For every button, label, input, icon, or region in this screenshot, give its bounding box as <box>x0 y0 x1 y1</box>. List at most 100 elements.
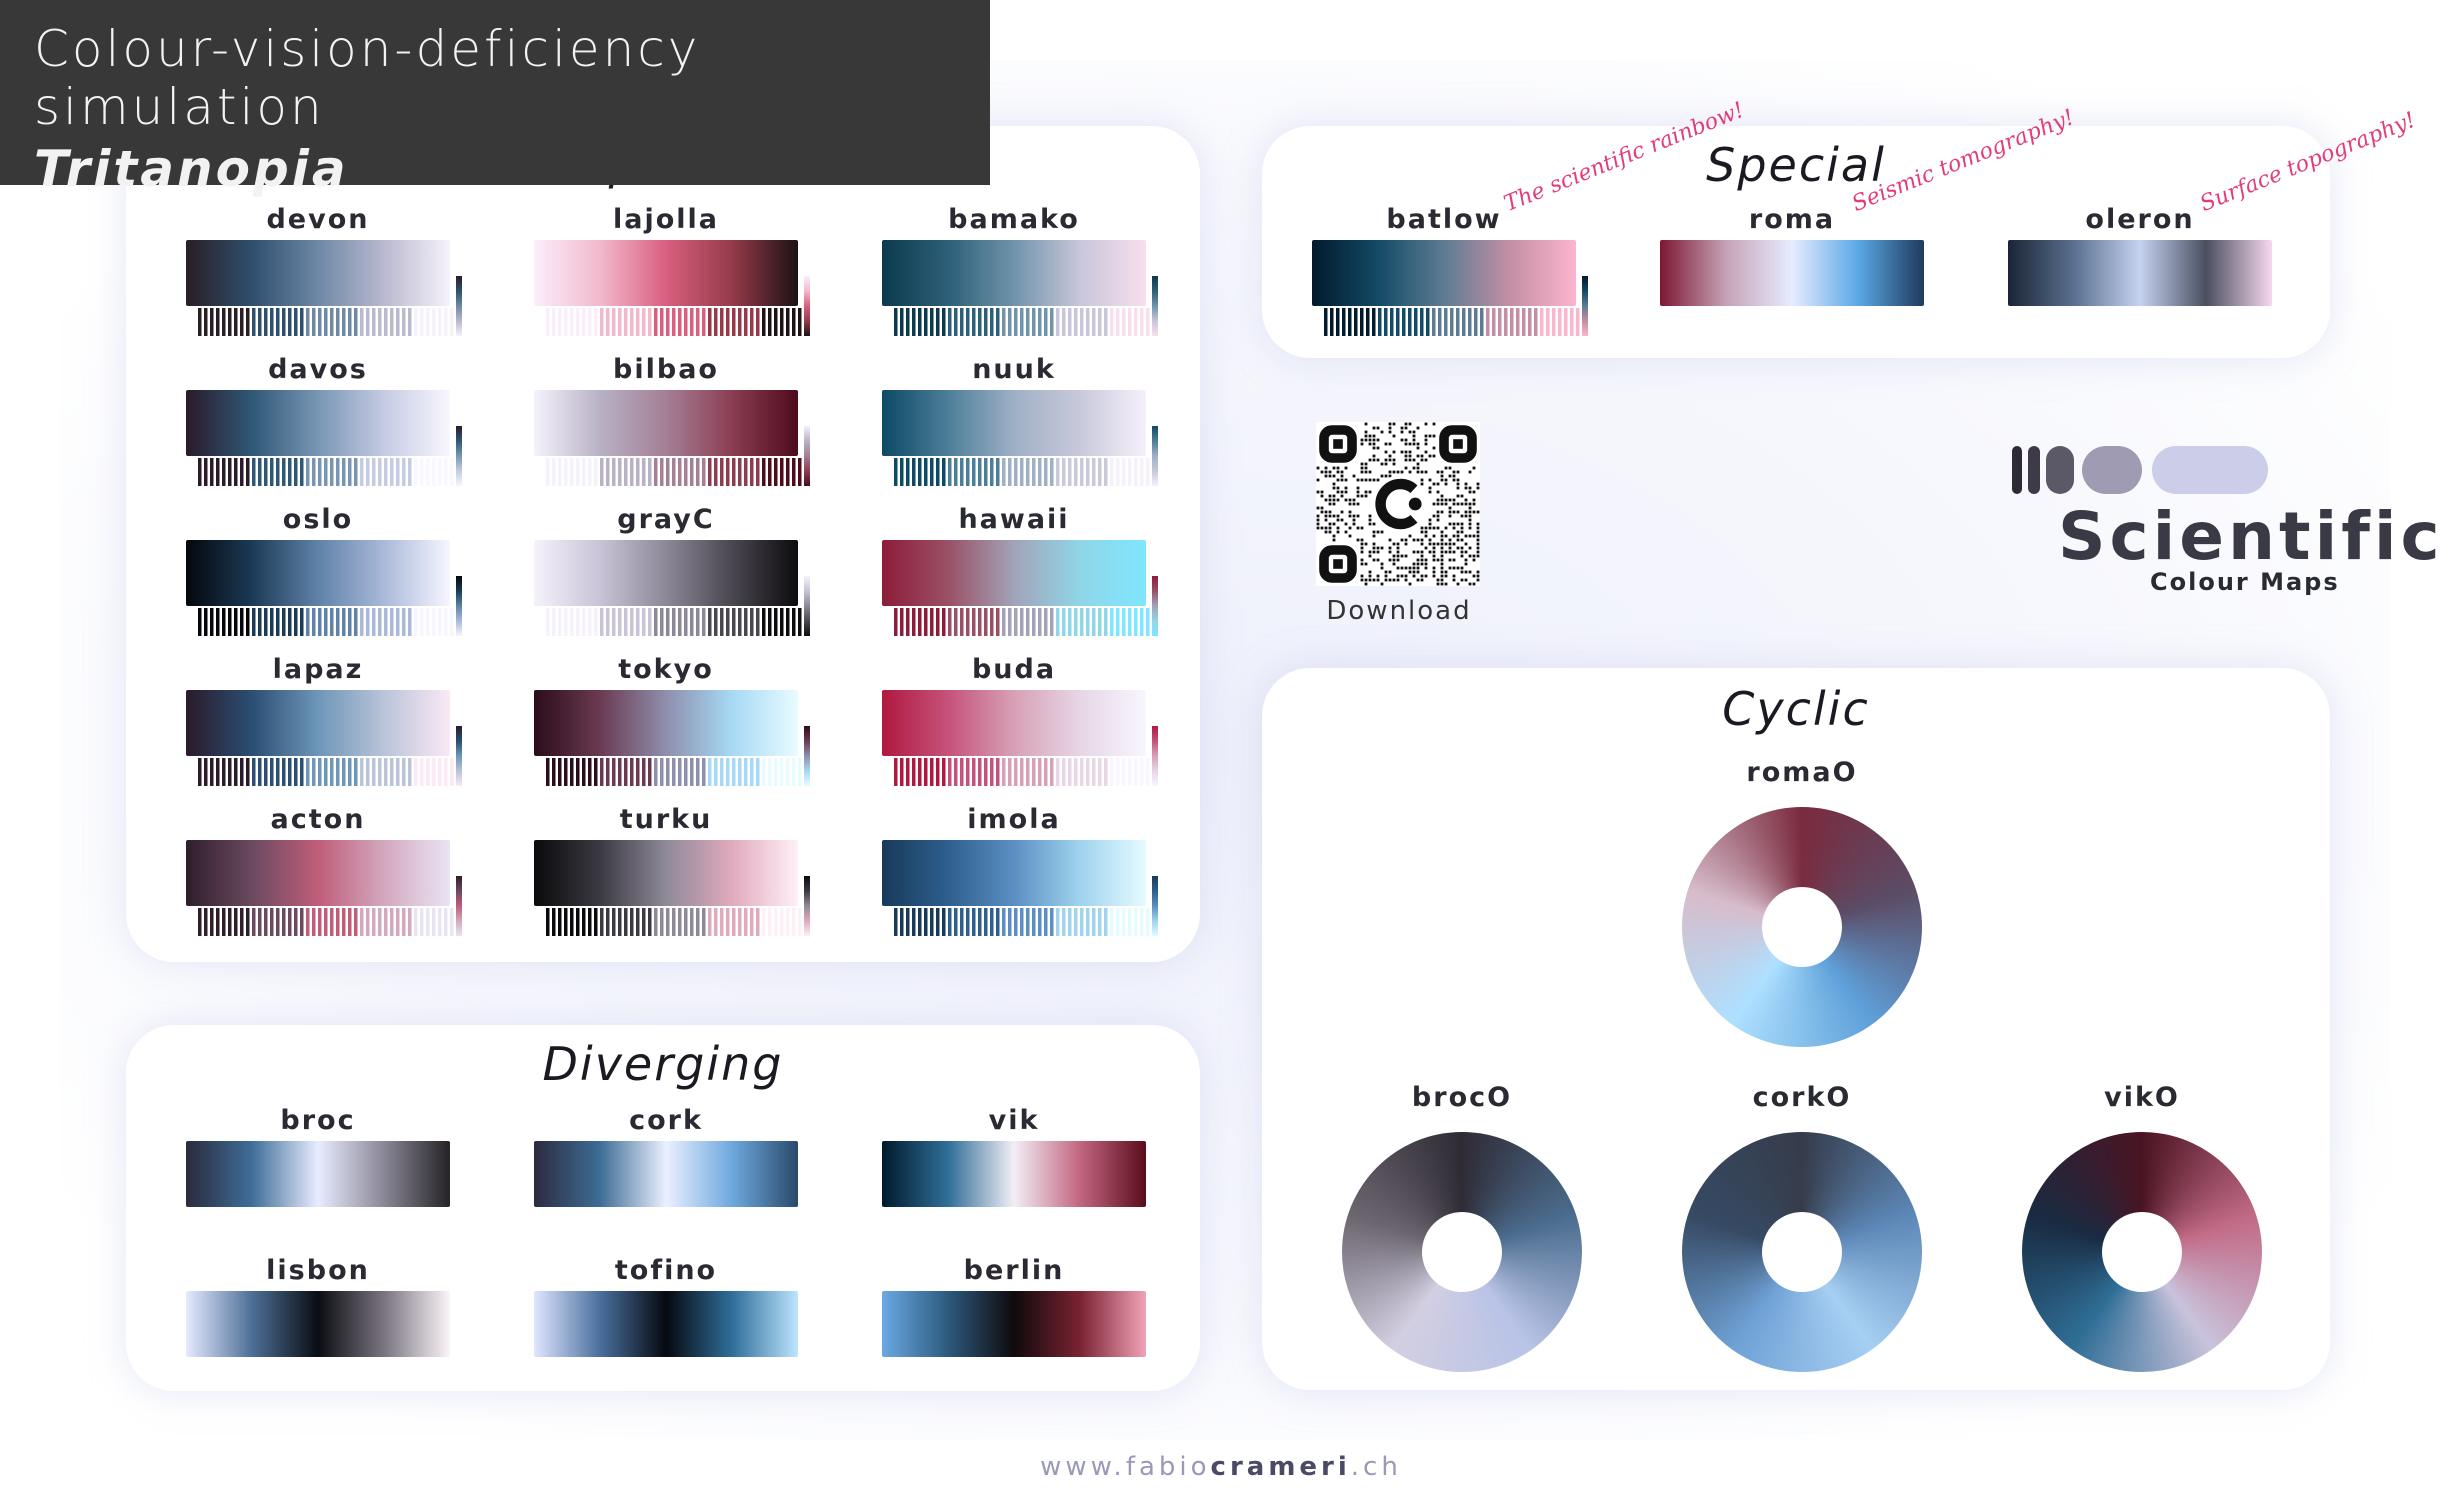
logo-subtitle: Colour Maps <box>2150 568 2340 596</box>
cmap-side-strip <box>804 576 810 636</box>
cmap-gradient-bar <box>534 1141 798 1207</box>
cmap-categorical-stripes <box>198 908 462 936</box>
sequential-cmap-oslo[interactable]: oslo <box>186 504 476 654</box>
cmap-name: bamako <box>948 204 1080 235</box>
ring-name: vikO <box>2104 1082 2180 1113</box>
diverging-cmap-tofino[interactable]: tofino <box>534 1255 824 1405</box>
sequential-cmap-bilbao[interactable]: bilbao <box>534 354 824 504</box>
sequential-cmap-imola[interactable]: imola <box>882 804 1172 954</box>
footer-suffix: .ch <box>1350 1452 1402 1482</box>
download-label[interactable]: Download <box>1326 596 1472 626</box>
sequential-cmap-nuuk[interactable]: nuuk <box>882 354 1172 504</box>
cmap-gradient-bar <box>534 240 798 306</box>
cyclic-ring-romaO[interactable] <box>1682 807 1922 1047</box>
diverging-cmap-cork[interactable]: cork <box>534 1105 824 1255</box>
cmap-side-strip <box>804 876 810 936</box>
special-cmap-roma[interactable]: roma <box>1660 204 1950 354</box>
footer-prefix: www.fabio <box>1040 1452 1211 1482</box>
cmap-categorical-stripes <box>546 458 810 486</box>
sequential-cmap-bamako[interactable]: bamako <box>882 204 1172 354</box>
diverging-panel: Diverging broc cork vik lisbon tofino berlin <box>126 1025 1200 1391</box>
diverging-cmap-vik[interactable]: vik <box>882 1105 1172 1255</box>
cyclic-title: Cyclic <box>1722 682 1870 736</box>
cmap-name: lapaz <box>272 654 364 685</box>
cmap-categorical-stripes <box>546 758 810 786</box>
header-subtitle: Tritanopia <box>34 140 349 198</box>
cmap-categorical-stripes <box>198 758 462 786</box>
cyclic-ring-corkO[interactable] <box>1682 1132 1922 1372</box>
cmap-gradient-bar <box>882 1141 1146 1207</box>
cmap-name: cork <box>629 1105 703 1136</box>
cmap-name: buda <box>971 654 1057 685</box>
cmap-categorical-stripes <box>546 908 810 936</box>
qr-code-icon[interactable] <box>1316 422 1480 586</box>
cmap-name: broc <box>280 1105 356 1136</box>
cmap-gradient-bar <box>534 390 798 456</box>
sequential-cmap-lajolla[interactable]: lajolla <box>534 204 824 354</box>
cmap-side-strip <box>456 276 462 336</box>
cmap-side-strip <box>456 426 462 486</box>
cmap-name: nuuk <box>972 354 1056 385</box>
cmap-categorical-stripes <box>894 308 1158 336</box>
sequential-cmap-davos[interactable]: davos <box>186 354 476 504</box>
cmap-gradient-bar <box>882 840 1146 906</box>
ring-name: romaO <box>1746 757 1858 788</box>
cyclic-ring-brocO[interactable] <box>1342 1132 1582 1372</box>
cmap-categorical-stripes <box>546 308 810 336</box>
cyclic-ring-vikO[interactable] <box>2022 1132 2262 1372</box>
cmap-side-strip <box>804 276 810 336</box>
cmap-side-strip <box>456 876 462 936</box>
cmap-categorical-stripes <box>1324 308 1588 336</box>
sequential-cmap-turku[interactable]: turku <box>534 804 824 954</box>
diverging-cmap-berlin[interactable]: berlin <box>882 1255 1172 1405</box>
cmap-gradient-bar <box>882 540 1146 606</box>
ring-name: corkO <box>1752 1082 1852 1113</box>
cmap-gradient-bar <box>882 1291 1146 1357</box>
sequential-cmap-buda[interactable]: buda <box>882 654 1172 804</box>
footer-url[interactable]: www.fabiocrameri.ch <box>0 1452 2442 1482</box>
sequential-cmap-devon[interactable]: devon <box>186 204 476 354</box>
cmap-name: tokyo <box>618 654 714 685</box>
sequential-cmap-tokyo[interactable]: tokyo <box>534 654 824 804</box>
cmap-name: turku <box>619 804 713 835</box>
cmap-categorical-stripes <box>894 458 1158 486</box>
cmap-gradient-bar <box>882 390 1146 456</box>
sequential-cmap-hawaii[interactable]: hawaii <box>882 504 1172 654</box>
special-cmap-batlow[interactable]: batlow <box>1312 204 1602 354</box>
cmap-gradient-bar <box>534 690 798 756</box>
ring-name: brocO <box>1411 1082 1513 1113</box>
diverging-cmap-broc[interactable]: broc <box>186 1105 476 1255</box>
cmap-side-strip <box>456 726 462 786</box>
cmap-side-strip <box>1152 576 1158 636</box>
special-title: Special <box>1706 138 1886 192</box>
cmap-categorical-stripes <box>546 608 810 636</box>
sequential-panel: Sequential devonlajollabamakodavosbilbao… <box>126 126 1200 962</box>
sequential-cmap-acton[interactable]: acton <box>186 804 476 954</box>
cmap-gradient-bar <box>882 240 1146 306</box>
footer-bold: crameri <box>1210 1452 1351 1482</box>
logo-mark-icon <box>2012 446 2268 494</box>
cmap-name: davos <box>268 354 368 385</box>
cmap-gradient-bar <box>186 390 450 456</box>
cmap-gradient-bar <box>186 240 450 306</box>
cmap-side-strip <box>1152 426 1158 486</box>
cmap-categorical-stripes <box>198 458 462 486</box>
cmap-name: berlin <box>963 1255 1065 1286</box>
cmap-name: devon <box>266 204 370 235</box>
cmap-side-strip <box>1152 726 1158 786</box>
special-cmap-oleron[interactable]: oleron <box>2008 204 2298 354</box>
cmap-name: grayC <box>617 504 715 535</box>
sequential-cmap-lapaz[interactable]: lapaz <box>186 654 476 804</box>
cyclic-panel: Cyclic romaO brocO corkO vikO <box>1262 668 2330 1390</box>
cmap-side-strip <box>804 726 810 786</box>
cmap-gradient-bar <box>186 690 450 756</box>
diverging-cmap-lisbon[interactable]: lisbon <box>186 1255 476 1405</box>
cmap-gradient-bar <box>882 690 1146 756</box>
cmap-gradient-bar <box>534 1291 798 1357</box>
cmap-side-strip <box>456 576 462 636</box>
cmap-name: vik <box>988 1105 1040 1136</box>
header-title: Colour-vision-deficiency simulation <box>34 20 701 136</box>
cmap-side-strip <box>1152 876 1158 936</box>
cmap-name: lajolla <box>612 204 719 235</box>
sequential-cmap-grayC[interactable]: grayC <box>534 504 824 654</box>
